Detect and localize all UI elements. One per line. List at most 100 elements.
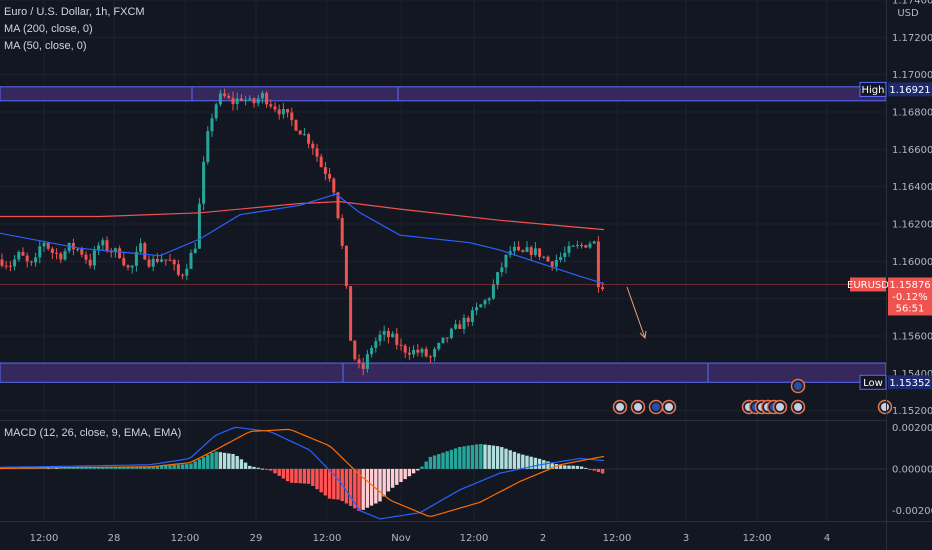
time-tick-label: 2 [540,533,546,544]
macd-bar [206,455,210,469]
candle [365,349,369,373]
time-tick-label: 12:00 [30,533,59,544]
candle-body [269,104,273,107]
macd-pane[interactable] [0,426,886,520]
price-tick-label: 1.16600 [892,145,932,156]
candle-body [315,148,319,157]
candlestick-series[interactable] [0,88,605,376]
event-dot [794,382,802,390]
candle-body [588,243,592,248]
candle-body [433,349,437,357]
candle [307,132,311,149]
candle [349,286,353,341]
candle-body [210,118,214,132]
ma50-line [0,193,605,285]
candle [223,88,227,99]
macd-bar [298,468,302,484]
candle-body [101,240,105,246]
candle [42,240,46,252]
macd-bar [327,468,332,499]
candle [323,161,327,181]
candle-body [403,345,407,353]
macd-bar [134,466,139,469]
candle-body [525,247,529,252]
candle [361,357,365,376]
candle-body [59,253,63,260]
candle [8,260,12,272]
candle [332,177,336,197]
signal-line [0,428,605,517]
candle-body [151,258,155,267]
candle [580,242,584,249]
event-flag-icon [790,378,806,394]
forecast-arrow[interactable] [626,286,647,340]
macd-bar [525,455,529,469]
candle [63,248,67,261]
candle [214,102,218,121]
candle [441,337,445,344]
candle-body [139,243,143,252]
candle-body [479,304,483,308]
macd-bar [600,468,605,474]
macd-bar [323,468,328,496]
candle-body [319,156,323,168]
economic-events[interactable] [612,378,893,415]
macd-bar [558,465,563,469]
symbol-title[interactable]: Euro / U.S. Dollar, 1h, FXCM [4,6,145,18]
candle-body [277,109,281,115]
candle [567,241,571,257]
candle [294,119,298,132]
event-flag-icon [612,399,628,415]
candle [428,354,432,363]
candle [113,247,117,258]
macd-bar [432,455,437,469]
candle-body [160,259,164,262]
candle-body [563,252,567,258]
candle-body [8,265,12,267]
candle [21,247,25,257]
candle-body [529,247,533,255]
candle [143,241,147,260]
macd-bar [386,468,391,492]
candle [29,260,33,266]
ma200-legend[interactable]: MA (200, close, 0) [4,23,93,35]
ma50-legend[interactable]: MA (50, close, 0) [4,40,87,52]
candle-body [391,333,395,338]
candle-body [428,356,432,358]
candle [97,242,101,255]
candle-body [248,98,252,100]
macd-bar [437,454,441,469]
macd-bar [151,466,155,469]
candle-body [475,307,479,311]
candle-body [185,268,189,276]
event-dot [652,403,660,411]
low-value: 1.15352 [889,378,930,389]
low-label: Low [863,378,883,389]
macd-bar [424,461,428,469]
macd-bar [252,466,256,469]
candle [34,252,38,267]
macd-legend[interactable]: MACD (12, 26, close, 9, EMA, EMA) [4,427,182,439]
macd-bar [411,468,416,474]
price-tick-label: 1.15600 [892,332,932,343]
candle [260,90,264,104]
candle-body [13,259,17,267]
candle [298,130,302,135]
macd-bar [256,467,260,469]
candle-body [420,348,424,353]
candle [588,241,592,249]
event-flag-icon [772,399,788,415]
time-tick-label: 4 [824,533,830,544]
candle [59,251,63,264]
candle-body [298,130,302,135]
macd-bar [353,468,357,509]
macd-bar [567,465,571,469]
candle [17,250,21,262]
candle-body [4,265,8,267]
macd-bar [390,468,395,488]
macd-bar [147,466,151,469]
candle [336,191,340,220]
macd-bar [382,468,386,497]
candle-body [496,272,500,285]
